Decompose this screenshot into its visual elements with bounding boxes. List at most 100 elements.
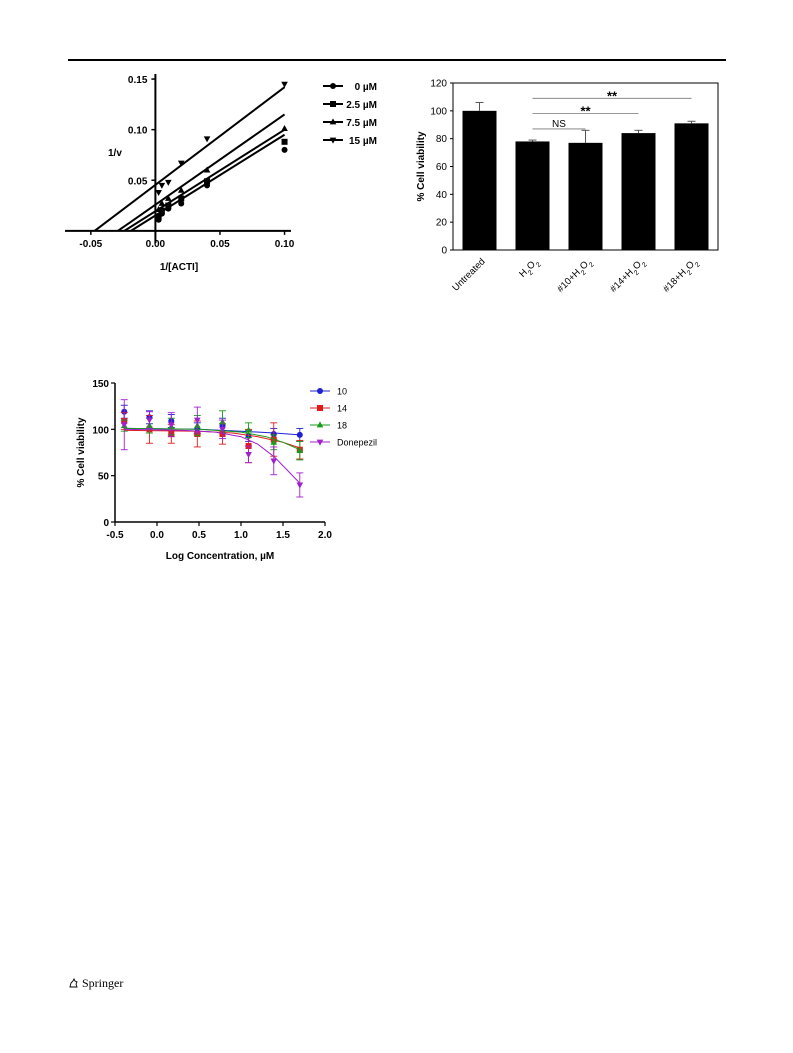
- lb-data-point: [177, 160, 185, 167]
- dose-legend-label: 18: [337, 421, 347, 431]
- lb-legend-marker: [330, 101, 336, 107]
- dose-data-point: [270, 458, 278, 465]
- bar-y-tick-label: 80: [436, 134, 448, 145]
- dose-legend-label: Donepezil: [337, 438, 377, 448]
- bar-y-tick-label: 20: [436, 218, 448, 229]
- dose-fit-curve: [124, 427, 301, 451]
- bar-category-label-part: 2: [694, 261, 702, 269]
- dose-legend-label: 14: [337, 404, 347, 414]
- bar-y-tick-label: 60: [436, 162, 448, 173]
- lb-data-point: [203, 136, 211, 143]
- lb-legend-label: 7.5 µM: [346, 118, 377, 129]
- lb-data-point: [281, 146, 288, 153]
- dose-fit-curve: [124, 428, 301, 484]
- bar: [621, 133, 656, 250]
- lb-data-point: [158, 207, 165, 214]
- lb-data-point: [165, 202, 172, 209]
- bar: [568, 142, 603, 250]
- lb-data-point: [281, 125, 288, 132]
- dose-data-point: [296, 482, 304, 489]
- footer: Springer: [68, 976, 123, 991]
- lb-data-point: [178, 200, 185, 207]
- lb-data-point: [155, 206, 162, 213]
- bar-category-label-part: 2: [535, 261, 543, 269]
- lb-data-point: [155, 213, 162, 220]
- lb-data-point: [204, 178, 211, 185]
- bar: [674, 123, 709, 250]
- bar-category-label-part: 2: [633, 269, 641, 277]
- dose-data-point: [194, 417, 201, 424]
- dose-y-tick-label: 0: [103, 518, 109, 529]
- lb-data-point: [165, 179, 172, 186]
- dose-y-axis-label: % Cell viability: [76, 417, 87, 487]
- bar-significance-label: **: [580, 104, 591, 119]
- lb-data-point: [203, 166, 211, 173]
- lb-data-point: [177, 186, 185, 193]
- bar-category-label-part: 2: [527, 269, 535, 277]
- lb-data-point: [178, 195, 185, 202]
- lb-y-axis-label: 1/v: [108, 148, 122, 159]
- dose-data-point: [167, 422, 175, 429]
- bar-significance-label: **: [607, 88, 618, 103]
- springer-horse-icon: [69, 977, 78, 988]
- dose-y-tick-label: 50: [98, 472, 110, 483]
- dose-y-tick-label: 150: [92, 379, 109, 390]
- page-top-rule: [68, 59, 726, 61]
- bar-significance-label: NS: [552, 119, 566, 130]
- lb-x-tick-label: 0.00: [146, 239, 166, 250]
- bar: [462, 110, 497, 250]
- bar-y-tick-label: 120: [430, 79, 447, 90]
- bar-category-label-part: 2: [641, 261, 649, 269]
- lb-data-point: [281, 138, 288, 145]
- lb-fit-line: [94, 86, 286, 232]
- lb-legend-label: 0 µM: [355, 82, 377, 93]
- dose-x-tick-label: -0.5: [106, 530, 124, 541]
- lb-data-point: [158, 199, 166, 206]
- bar-y-axis-label: % Cell viability: [416, 131, 427, 201]
- bar-y-tick-label: 0: [441, 246, 447, 257]
- dose-data-point: [245, 451, 252, 458]
- lb-x-axis-label: 1/[ACTI]: [160, 262, 198, 273]
- dose-x-tick-label: 1.5: [276, 530, 290, 541]
- dose-x-tick-label: 2.0: [318, 530, 332, 541]
- lb-y-tick-label: 0.15: [128, 75, 148, 86]
- dose-data-point: [146, 417, 153, 424]
- dose-data-point: [219, 426, 226, 433]
- lb-y-tick-label: 0.05: [128, 176, 148, 187]
- dose-data-point: [296, 431, 303, 438]
- lb-legend-marker: [330, 83, 336, 89]
- dose-x-tick-label: 0.5: [192, 530, 206, 541]
- lb-fit-line: [117, 113, 286, 232]
- lb-data-point: [281, 81, 288, 88]
- lb-legend-marker: [329, 137, 337, 144]
- dose-data-point: [270, 438, 278, 445]
- dose-data-point: [120, 422, 128, 429]
- bar-category-label-part: 2: [580, 269, 588, 277]
- dose-legend-marker: [316, 421, 324, 428]
- lb-data-point: [158, 182, 166, 189]
- bar-y-tick-label: 100: [430, 106, 447, 117]
- bar-category-label-part: 2: [686, 269, 694, 277]
- dose-y-tick-label: 100: [92, 425, 109, 436]
- dose-x-axis-label: Log Concentration, µM: [166, 551, 275, 562]
- publisher-name: Springer: [82, 976, 124, 990]
- lb-data-point: [155, 190, 162, 197]
- bar-category-label-part: 2: [588, 261, 596, 269]
- lb-x-tick-label: -0.05: [79, 239, 102, 250]
- lb-y-tick-label: 0.10: [128, 126, 148, 137]
- dose-data-point: [296, 447, 304, 454]
- lb-x-tick-label: 0.05: [210, 239, 230, 250]
- dose-x-tick-label: 0.0: [150, 530, 164, 541]
- lb-legend-label: 2.5 µM: [346, 100, 377, 111]
- bar: [515, 141, 550, 250]
- bar-y-tick-label: 40: [436, 190, 448, 201]
- lb-data-point: [165, 194, 172, 201]
- dose-data-point: [245, 426, 252, 433]
- dose-legend-marker: [317, 405, 323, 411]
- lb-legend-marker: [329, 118, 337, 125]
- dose-legend-marker: [317, 388, 323, 394]
- lb-x-tick-label: 0.10: [275, 239, 295, 250]
